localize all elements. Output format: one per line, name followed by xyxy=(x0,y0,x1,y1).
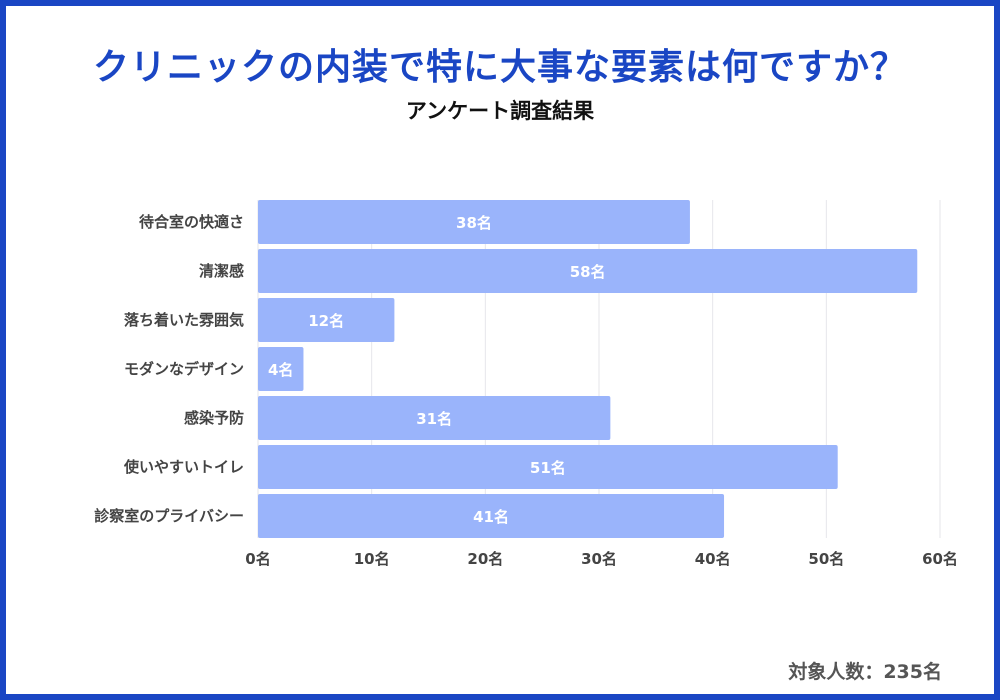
x-tick-label: 0名 xyxy=(245,550,270,568)
category-label: 落ち着いた雰囲気 xyxy=(124,311,244,329)
data-label: 38名 xyxy=(456,214,492,232)
x-tick-label: 30名 xyxy=(581,550,617,568)
x-tick-label: 40名 xyxy=(695,550,731,568)
x-tick-label: 60名 xyxy=(922,550,958,568)
bar xyxy=(258,249,918,293)
chart-title: クリニックの内装で特に大事な要素は何ですか？ xyxy=(92,47,907,88)
category-label: 待合室の快適さ xyxy=(139,213,244,231)
x-tick-label: 50名 xyxy=(808,550,844,568)
bar xyxy=(258,445,838,489)
category-label: 使いやすいトイレ xyxy=(123,458,244,476)
data-label: 12名 xyxy=(308,312,344,330)
category-label: モダンなデザイン xyxy=(124,360,244,378)
category-label: 感染予防 xyxy=(184,409,244,427)
category-label: 清潔感 xyxy=(199,262,244,280)
sample-size-note: 対象人数：235名 xyxy=(788,661,942,683)
data-label: 41名 xyxy=(473,508,509,526)
data-label: 31名 xyxy=(416,410,452,428)
x-tick-label: 10名 xyxy=(354,550,390,568)
bar xyxy=(258,347,304,391)
bar xyxy=(258,200,690,244)
bar xyxy=(258,396,611,440)
data-label: 51名 xyxy=(530,459,566,477)
chart-subtitle: アンケート調査結果 xyxy=(405,99,595,123)
data-label: 4名 xyxy=(268,361,293,379)
category-label: 診察室のプライバシー xyxy=(94,507,244,525)
bar xyxy=(258,494,725,538)
bar xyxy=(258,298,395,342)
data-label: 58名 xyxy=(570,263,606,281)
x-tick-label: 20名 xyxy=(467,550,503,568)
